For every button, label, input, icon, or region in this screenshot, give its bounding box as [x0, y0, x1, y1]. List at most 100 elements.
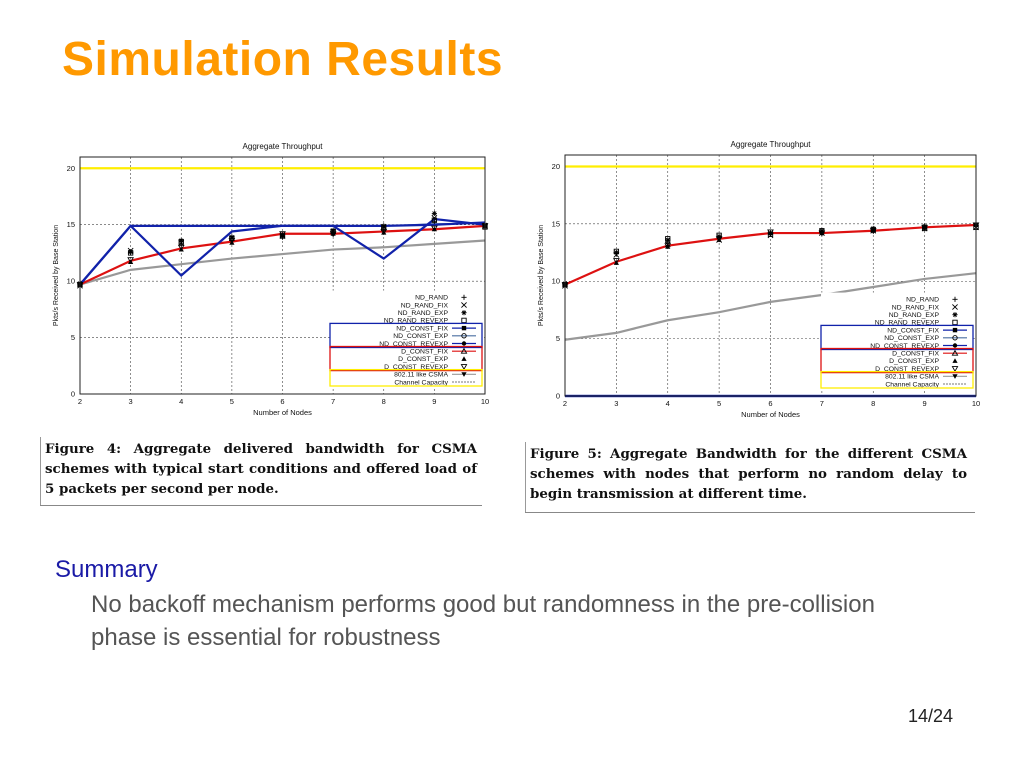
summary-text: No backoff mechanism performs good but r…: [91, 591, 875, 651]
right-chart-legend-marker-nd-rand-exp: [952, 312, 958, 318]
left-chart-point-nd-rand-exp-4: [178, 237, 184, 244]
left-chart-point-d-const-revexp-9: [431, 225, 438, 232]
right-chart-point-d-const-revexp-9: [921, 224, 928, 231]
left-chart-legend-label-802-11-like-csma: 802.11 like CSMA: [394, 372, 448, 379]
left-chart-point-nd-rand-exp-7: [330, 227, 336, 233]
left-chart-x-tick-label-8: 8: [382, 397, 386, 406]
right-chart-x-tick-label-8: 8: [871, 399, 875, 408]
left-chart-legend-label-nd-rand: ND_RAND: [415, 295, 448, 302]
right-chart-legend-label-nd-const-fix: ND_CONST_FIX: [887, 327, 939, 334]
left-chart-x-tick-label-2: 2: [78, 397, 82, 406]
left-chart-x-tick-label-4: 4: [179, 397, 183, 406]
left-chart-title: Aggregate Throughput: [243, 142, 324, 151]
right-chart-legend-marker-nd-rand-revexp: [952, 319, 958, 326]
left-chart-legend-label-nd-const-exp: ND_CONST_EXP: [393, 333, 448, 340]
left-chart-point-d-const-revexp-5: [228, 238, 236, 245]
left-chart-legend-marker-nd-rand-fix: [461, 302, 467, 308]
right-chart-legend-group-box-2: [820, 347, 974, 374]
right-chart-legend-background: [821, 292, 973, 391]
caption-left-underline: [40, 505, 482, 506]
page-number: 14/24: [908, 706, 954, 726]
left-chart-point-nd-rand-revexp-3: [127, 250, 134, 256]
right-chart-legend-label-d-const-revexp: D_CONST_REVEXP: [875, 366, 939, 373]
left-chart-legend-label-nd-rand-exp: ND_RAND_EXP: [398, 310, 449, 317]
left-chart-point-nd-rand-9: [431, 218, 437, 224]
left-chart-x-axis-label: Number of Nodes: [253, 408, 312, 417]
right-chart-x-tick-label-9: 9: [923, 399, 927, 408]
right-chart-y-tick-label-0: 0: [556, 392, 560, 401]
right-chart-legend-label-nd-rand: ND_RAND: [906, 297, 939, 304]
left-chart-x-tick-label-5: 5: [230, 397, 234, 406]
left-chart-legend-marker-nd-rand: [461, 294, 467, 300]
left-chart-legend-label-channel-capacity: Channel Capacity: [394, 379, 448, 386]
left-chart-legend-label-d-const-revexp: D_CONST_REVEXP: [384, 364, 448, 371]
right-chart-legend-group-box-3: [820, 370, 974, 389]
left-chart-x-tick-label-7: 7: [331, 397, 335, 406]
left-chart-point-d-const-exp-8: [381, 230, 387, 235]
right-chart-point-d-const-revexp-5: [715, 236, 723, 243]
right-chart-legend-label-nd-const-revexp: ND_CONST_REVEXP: [870, 343, 939, 350]
right-chart-point-nd-rand-exp-4: [665, 237, 671, 243]
left-chart-point-nd-rand-exp-3: [128, 249, 134, 255]
left-chart-point-d-const-revexp-6: [279, 231, 286, 238]
right-chart-legend-marker-nd-const-revexp: [952, 343, 958, 348]
right-chart-y-tick-label-20: 20: [552, 162, 560, 171]
right-chart-point-nd-rand-exp-3: [613, 249, 619, 256]
right-chart-legend-label-nd-const-exp: ND_CONST_EXP: [884, 335, 939, 342]
right-chart-legend-label-802-11-like-csma: 802.11 like CSMA: [885, 374, 939, 381]
left-chart-point-d-const-revexp-8: [380, 229, 388, 236]
left-chart-point-d-const-exp-9: [431, 226, 437, 232]
right-chart-point-d-const-revexp-8: [869, 228, 877, 235]
right-chart-x-tick-label-4: 4: [666, 399, 670, 408]
left-chart-legend-label-nd-const-revexp: ND_CONST_REVEXP: [379, 341, 448, 348]
left-chart-x-tick-label-6: 6: [280, 397, 284, 406]
left-chart-legend-marker-d-const-exp: [461, 356, 467, 361]
left-chart-x-tick-label-9: 9: [432, 397, 436, 406]
right-chart-point-d-const-exp-5: [716, 237, 722, 242]
right-chart-legend-label-d-const-fix: D_CONST_FIX: [892, 351, 939, 358]
right-chart-x-tick-label-10: 10: [972, 399, 980, 408]
right-chart-point-d-const-exp-4: [665, 244, 671, 249]
left-chart-legend-marker-nd-rand-revexp: [461, 317, 467, 324]
left-chart-legend-background: [330, 290, 482, 389]
left-chart-legend-marker-802-11-like-csma: [461, 372, 467, 377]
right-chart-y-tick-label-15: 15: [552, 219, 560, 228]
right-chart-point-d-const-revexp-4: [664, 243, 672, 250]
right-chart-legend-label-nd-rand-revexp: ND_RAND_REVEXP: [875, 320, 940, 327]
left-chart-plot-frame: [79, 156, 486, 395]
left-chart-point-nd-rand-revexp-9: [431, 217, 438, 223]
right-chart-legend-marker-nd-rand-fix: [952, 304, 958, 310]
caption-right-underline: [525, 512, 975, 513]
right-chart-x-tick-label-7: 7: [820, 399, 824, 408]
left-chart-point-d-const-revexp-3: [127, 257, 134, 264]
left-chart-legend-marker-d-const-revexp: [460, 364, 468, 371]
left-chart-x-tick-label-10: 10: [481, 397, 489, 406]
left-chart-legend-marker-d-const-fix: [460, 347, 468, 354]
right-chart-legend-marker-d-const-revexp: [951, 366, 959, 373]
right-chart-legend-marker-d-const-fix: [951, 349, 959, 356]
left-chart-legend-group-box-2: [329, 345, 483, 372]
left-chart-series-line-nd-const-fix: [79, 221, 486, 286]
right-chart-point-d-const-revexp-7: [818, 230, 826, 237]
right-chart-y-axis-label: Pkts/s Received by Base Station: [538, 225, 545, 326]
slide-title: Simulation Results: [62, 33, 504, 86]
right-chart-legend-label-nd-rand-exp: ND_RAND_EXP: [889, 312, 940, 319]
right-chart-legend-marker-nd-const-fix: [952, 327, 958, 333]
right-chart-x-tick-label-3: 3: [614, 399, 618, 408]
right-chart-legend-marker-nd-rand: [952, 296, 958, 302]
figure-4-caption: Figure 4: Aggregate delivered bandwidth …: [45, 441, 477, 497]
right-chart-legend-group-box-1: [820, 324, 974, 351]
left-chart-legend-marker-nd-rand-exp: [461, 310, 467, 316]
left-chart-y-tick-label-15: 15: [67, 220, 75, 229]
left-chart-y-tick-label-0: 0: [71, 390, 75, 399]
left-chart-legend-marker-nd-const-fix: [461, 325, 467, 331]
left-chart-legend-group-box-1: [329, 322, 483, 349]
right-chart-x-tick-label-2: 2: [563, 399, 567, 408]
right-chart-legend-label-channel-capacity: Channel Capacity: [885, 381, 939, 388]
right-chart-x-axis-label: Number of Nodes: [741, 410, 800, 419]
summary-heading: Summary: [55, 556, 158, 583]
left-chart-legend-marker-nd-const-exp: [461, 333, 467, 339]
right-chart-point-nd-rand-revexp-3: [613, 248, 620, 255]
left-chart-series-line-802-11-like-csma: [79, 239, 486, 286]
left-chart-legend-label-nd-rand-fix: ND_RAND_FIX: [401, 302, 449, 309]
